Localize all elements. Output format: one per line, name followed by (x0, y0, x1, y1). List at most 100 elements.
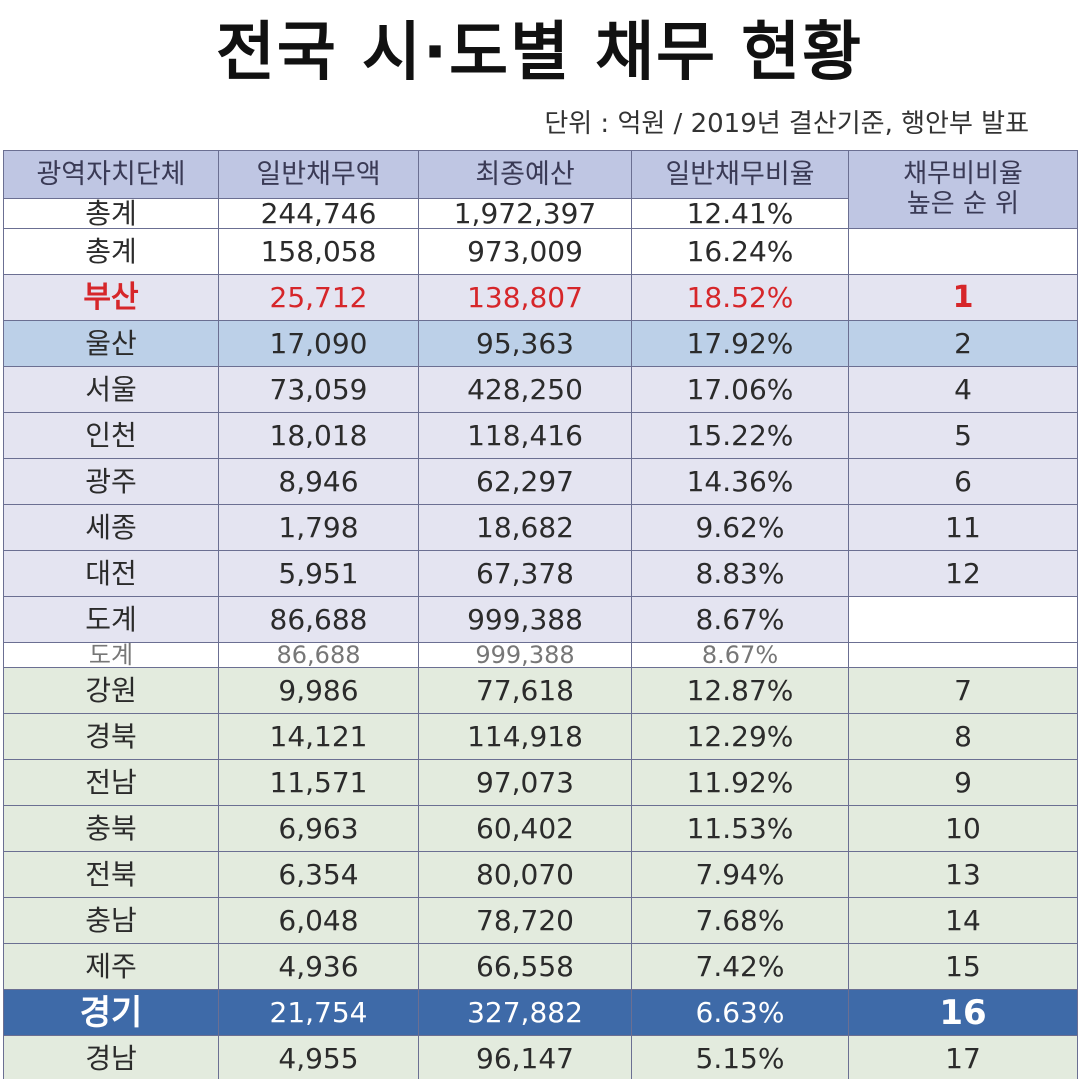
cell-debt: 6,048 (218, 897, 419, 944)
cell-region: 세종 (3, 504, 219, 551)
cell-debt: 18,018 (218, 412, 419, 459)
cell-debt: 5,951 (218, 550, 419, 597)
cell-region: 경남 (3, 1035, 219, 1079)
cell-budget: 327,882 (418, 989, 632, 1036)
cell-rank: 14 (848, 897, 1078, 944)
cell-budget: 60,402 (418, 805, 632, 852)
cell-ratio: 7.68% (631, 897, 849, 944)
cell-region: 전북 (3, 851, 219, 898)
cell-ratio: 8.83% (631, 550, 849, 597)
cell-ratio: 11.92% (631, 759, 849, 806)
table-row: 도계 86,688 999,388 8.67% (3, 596, 1078, 643)
cell-ratio: 12.29% (631, 713, 849, 760)
cell-debt: 6,354 (218, 851, 419, 898)
cell-ratio: 9.62% (631, 504, 849, 551)
cell-rank (848, 596, 1078, 643)
cell-debt: 86,688 (218, 642, 419, 668)
cell-rank: 13 (848, 851, 1078, 898)
cell-debt: 244,746 (218, 198, 419, 229)
cell-budget: 138,807 (418, 274, 632, 321)
cell-ratio: 17.06% (631, 366, 849, 413)
cell-budget: 973,009 (418, 228, 632, 275)
unit-note: 단위 : 억원 / 2019년 결산기준, 행안부 발표 (544, 109, 1029, 139)
cell-ratio: 15.22% (631, 412, 849, 459)
cell-ratio: 8.67% (631, 596, 849, 643)
table-row: 총계 158,058 973,009 16.24% (3, 228, 1078, 275)
cell-rank: 8 (848, 713, 1078, 760)
cell-rank: 5 (848, 412, 1078, 459)
cell-debt: 17,090 (218, 320, 419, 367)
cell-debt: 11,571 (218, 759, 419, 806)
table-row: 제주 4,936 66,558 7.42% 15 (3, 943, 1078, 990)
cell-ratio: 16.24% (631, 228, 849, 275)
cell-debt: 4,936 (218, 943, 419, 990)
cell-ratio: 14.36% (631, 458, 849, 505)
cell-ratio: 7.42% (631, 943, 849, 990)
cell-region: 서울 (3, 366, 219, 413)
cell-region: 충북 (3, 805, 219, 852)
table-row: 울산 17,090 95,363 17.92% 2 (3, 320, 1078, 367)
table-row: 충남 6,048 78,720 7.68% 14 (3, 897, 1078, 944)
cell-ratio: 8.67% (631, 642, 849, 668)
cell-budget: 18,682 (418, 504, 632, 551)
cell-debt: 6,963 (218, 805, 419, 852)
cell-debt: 21,754 (218, 989, 419, 1036)
cell-region: 총계 (3, 228, 219, 275)
cell-rank: 12 (848, 550, 1078, 597)
table-row: 대전 5,951 67,378 8.83% 12 (3, 550, 1078, 597)
cell-debt: 73,059 (218, 366, 419, 413)
cell-budget: 78,720 (418, 897, 632, 944)
table-row: 전북 6,354 80,070 7.94% 13 (3, 851, 1078, 898)
header-ratio-rank-label: 채무비비율 높은 순 위 (903, 158, 1023, 219)
cell-rank: 15 (848, 943, 1078, 990)
cell-region: 울산 (3, 320, 219, 367)
table-row: 경북 14,121 114,918 12.29% 8 (3, 713, 1078, 760)
cell-region: 부산 (3, 274, 219, 321)
header-region: 광역자치단체 (3, 150, 219, 199)
cell-rank: 11 (848, 504, 1078, 551)
cell-rank: 1 (848, 274, 1078, 321)
cell-rank (848, 228, 1078, 275)
cell-ratio: 12.41% (631, 198, 849, 229)
page-title: 전국 시·도별 채무 현황 (215, 16, 864, 90)
cell-ratio: 6.63% (631, 989, 849, 1036)
cell-debt: 86,688 (218, 596, 419, 643)
debt-table: 광역자치단체 일반채무액 최종예산 일반채무비율 채무비비율 높은 순 위 총계 … (3, 150, 1078, 1079)
cell-region: 도계 (3, 642, 219, 668)
cell-debt: 8,946 (218, 458, 419, 505)
table-row: 광주 8,946 62,297 14.36% 6 (3, 458, 1078, 505)
table-row: 강원 9,986 77,618 12.87% 7 (3, 667, 1078, 714)
cell-budget: 66,558 (418, 943, 632, 990)
table-row-cropped: 도계 86,688 999,388 8.67% (3, 642, 1078, 668)
table-row: 부산 25,712 138,807 18.52% 1 (3, 274, 1078, 321)
cell-region: 인천 (3, 412, 219, 459)
cell-budget: 96,147 (418, 1035, 632, 1079)
cell-region: 경북 (3, 713, 219, 760)
cell-region: 충남 (3, 897, 219, 944)
table-row: 서울 73,059 428,250 17.06% 4 (3, 366, 1078, 413)
cell-rank: 7 (848, 667, 1078, 714)
cell-region: 총계 (3, 198, 219, 229)
cell-budget: 114,918 (418, 713, 632, 760)
table-row: 전남 11,571 97,073 11.92% 9 (3, 759, 1078, 806)
cell-budget: 77,618 (418, 667, 632, 714)
cell-debt: 158,058 (218, 228, 419, 275)
cell-debt: 9,986 (218, 667, 419, 714)
cell-region: 강원 (3, 667, 219, 714)
cell-ratio: 5.15% (631, 1035, 849, 1079)
cell-rank: 9 (848, 759, 1078, 806)
cell-budget: 118,416 (418, 412, 632, 459)
cell-budget: 999,388 (418, 596, 632, 643)
table-header-row: 광역자치단체 일반채무액 최종예산 일반채무비율 채무비비율 높은 순 위 (3, 150, 1078, 229)
cell-budget: 95,363 (418, 320, 632, 367)
cell-budget: 67,378 (418, 550, 632, 597)
cell-debt: 4,955 (218, 1035, 419, 1079)
cell-region: 제주 (3, 943, 219, 990)
cell-budget: 428,250 (418, 366, 632, 413)
cell-rank (848, 642, 1078, 668)
header-final-budget: 최종예산 (418, 150, 632, 199)
cell-debt: 1,798 (218, 504, 419, 551)
table-row: 총계 244,746 1,972,397 12.41% (3, 198, 1078, 229)
cell-ratio: 17.92% (631, 320, 849, 367)
cell-ratio: 12.87% (631, 667, 849, 714)
